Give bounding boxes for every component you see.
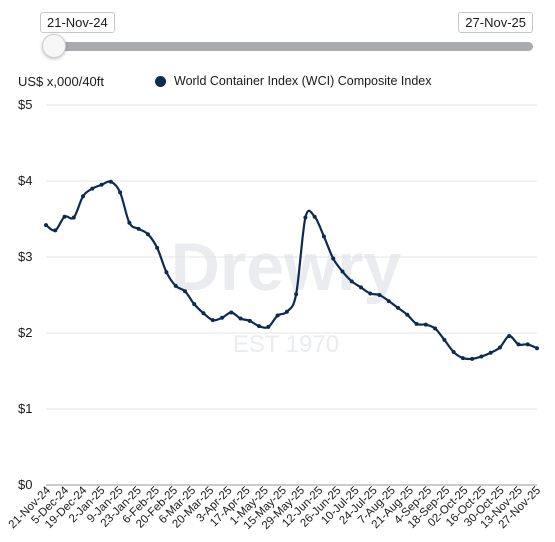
watermark-brand: Drewry [171,229,402,305]
y-axis-unit-label: US$ x,000/40ft [18,74,104,89]
data-point[interactable] [358,285,363,290]
data-point[interactable] [294,292,299,297]
data-point[interactable] [53,228,58,233]
data-point[interactable] [479,354,484,359]
data-point[interactable] [182,289,187,294]
data-point[interactable] [525,342,530,347]
legend-label: World Container Index (WCI) Composite In… [174,74,432,88]
data-point[interactable] [331,256,336,261]
drewry-watermark: Drewry EST 1970 [171,229,402,358]
y-tick-label: $2 [18,325,32,340]
data-point[interactable] [535,346,539,351]
data-point[interactable] [127,220,132,225]
data-point[interactable] [433,326,438,331]
data-point[interactable] [229,310,234,315]
data-point[interactable] [90,186,95,191]
data-point[interactable] [516,342,521,347]
date-range-slider-track[interactable] [48,42,533,51]
data-point[interactable] [210,318,215,323]
data-point[interactable] [238,316,243,321]
data-point[interactable] [488,350,493,355]
data-point[interactable] [136,226,141,231]
data-point[interactable] [99,182,104,187]
data-point[interactable] [423,322,428,327]
data-point[interactable] [164,270,169,275]
data-point[interactable] [405,312,410,317]
data-point[interactable] [118,190,123,195]
data-point[interactable] [414,321,419,326]
data-point[interactable] [321,234,326,239]
data-point[interactable] [108,179,113,184]
data-point[interactable] [220,315,225,320]
watermark-est: EST 1970 [233,331,339,358]
y-tick-label: $4 [18,173,32,188]
y-tick-label: $1 [18,401,32,416]
data-point[interactable] [303,215,308,220]
data-point[interactable] [275,313,280,318]
date-range-slider-handle[interactable] [42,34,66,58]
data-point[interactable] [377,293,382,297]
data-point[interactable] [497,345,502,350]
data-point[interactable] [173,283,178,288]
data-point[interactable] [368,291,373,296]
y-tick-label: $3 [18,249,32,264]
data-point[interactable] [507,334,512,339]
data-point[interactable] [284,309,289,314]
data-point[interactable] [451,350,456,354]
data-point[interactable] [81,194,86,199]
data-point[interactable] [257,324,262,329]
range-end-date[interactable]: 27-Nov-25 [458,12,533,33]
data-point[interactable] [44,223,48,228]
data-point[interactable] [192,302,197,307]
data-point[interactable] [266,324,271,329]
data-point[interactable] [386,299,391,304]
legend[interactable]: World Container Index (WCI) Composite In… [155,74,432,88]
data-point[interactable] [460,356,465,361]
data-point[interactable] [470,356,475,361]
y-tick-label: $0 [18,477,32,492]
data-point[interactable] [396,305,401,310]
data-point[interactable] [155,245,160,250]
range-start-date[interactable]: 21-Nov-24 [40,12,115,33]
data-point[interactable] [442,337,447,342]
y-tick-label: $5 [18,97,32,112]
legend-marker-icon [155,75,166,87]
data-point[interactable] [247,318,252,323]
data-point[interactable] [71,215,76,220]
data-point[interactable] [201,311,206,316]
data-point[interactable] [312,214,317,219]
data-point[interactable] [340,269,345,274]
data-point[interactable] [62,214,67,219]
data-point[interactable] [349,279,354,284]
data-point[interactable] [145,232,150,237]
